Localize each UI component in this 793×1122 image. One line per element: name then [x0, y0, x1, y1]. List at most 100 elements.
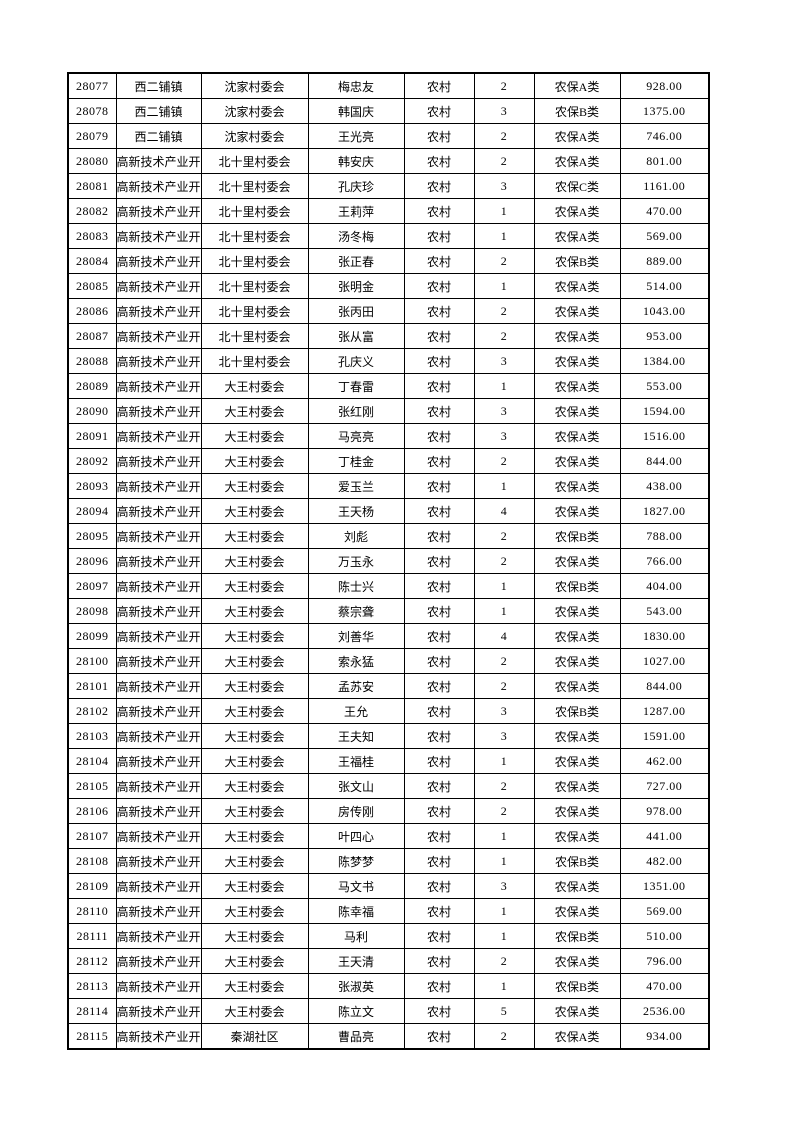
table-cell: 农村: [403, 598, 475, 624]
table-cell: 28109: [67, 873, 117, 899]
table-cell: 766.00: [619, 548, 710, 574]
table-cell: 2: [473, 798, 535, 824]
table-cell: 746.00: [619, 123, 710, 149]
table-cell: 农保A类: [533, 448, 621, 474]
table-cell: 梅忠友: [307, 72, 405, 99]
table-cell: 28111: [67, 923, 117, 949]
table-cell: 农保A类: [533, 323, 621, 349]
table-cell: 刘善华: [307, 623, 405, 649]
table-cell: 3: [473, 98, 535, 124]
table-cell: 大王村委会: [200, 798, 309, 824]
table-cell: 孔庆珍: [307, 173, 405, 199]
table-cell: 1027.00: [619, 648, 710, 674]
table-cell: 高新技术产业开: [115, 1023, 202, 1050]
table-cell: 28081: [67, 173, 117, 199]
table-cell: 2: [473, 72, 535, 99]
table-cell: 大王村委会: [200, 398, 309, 424]
table-row: 28087 高新技术产业开 北十里村委会 张从富 农村 2 农保A类 953.00: [67, 323, 710, 349]
table-cell: 1: [473, 223, 535, 249]
table-cell: 2: [473, 123, 535, 149]
table-cell: 1: [473, 898, 535, 924]
table-cell: 28102: [67, 698, 117, 724]
table-cell: 北十里村委会: [200, 298, 309, 324]
table-row: 28084 高新技术产业开 北十里村委会 张正春 农村 2 农保B类 889.00: [67, 248, 710, 274]
table-cell: 陈士兴: [307, 573, 405, 599]
table-cell: 农保A类: [533, 598, 621, 624]
table-cell: 农保A类: [533, 623, 621, 649]
table-row: 28082 高新技术产业开 北十里村委会 王莉萍 农村 1 农保A类 470.00: [67, 198, 710, 224]
table-cell: 3: [473, 698, 535, 724]
table-cell: 大王村委会: [200, 673, 309, 699]
table-cell: 510.00: [619, 923, 710, 949]
table-cell: 房传刚: [307, 798, 405, 824]
table-cell: 农保B类: [533, 698, 621, 724]
table-cell: 农保A类: [533, 398, 621, 424]
table-cell: 王夫知: [307, 723, 405, 749]
table-cell: 农保B类: [533, 848, 621, 874]
table-cell: 张正春: [307, 248, 405, 274]
table-cell: 孟苏安: [307, 673, 405, 699]
table-cell: 农村: [403, 648, 475, 674]
table-cell: 农村: [403, 98, 475, 124]
table-cell: 28089: [67, 373, 117, 399]
table-cell: 28077: [67, 72, 117, 99]
table-cell: 农村: [403, 423, 475, 449]
table-cell: 农保A类: [533, 373, 621, 399]
table-cell: 高新技术产业开: [115, 648, 202, 674]
table-cell: 28108: [67, 848, 117, 874]
table-cell: 农保A类: [533, 723, 621, 749]
table-cell: 1: [473, 823, 535, 849]
table-cell: 农保B类: [533, 573, 621, 599]
table-cell: 张明金: [307, 273, 405, 299]
table-cell: 农村: [403, 223, 475, 249]
table-cell: 高新技术产业开: [115, 348, 202, 374]
table-cell: 农村: [403, 1023, 475, 1050]
table-cell: 农村: [403, 198, 475, 224]
table-cell: 汤冬梅: [307, 223, 405, 249]
table-cell: 2536.00: [619, 998, 710, 1024]
table-row: 28109 高新技术产业开 大王村委会 马文书 农村 3 农保A类 1351.00: [67, 873, 710, 899]
table-cell: 丁桂金: [307, 448, 405, 474]
table-cell: 28087: [67, 323, 117, 349]
table-cell: 西二铺镇: [115, 123, 202, 149]
table-cell: 大王村委会: [200, 898, 309, 924]
table-cell: 大王村委会: [200, 373, 309, 399]
table-row: 28107 高新技术产业开 大王村委会 叶四心 农村 1 农保A类 441.00: [67, 823, 710, 849]
table-cell: 28086: [67, 298, 117, 324]
table-cell: 大王村委会: [200, 948, 309, 974]
table-cell: 农村: [403, 898, 475, 924]
table-cell: 3: [473, 398, 535, 424]
table-row: 28089 高新技术产业开 大王村委会 丁春雷 农村 1 农保A类 553.00: [67, 373, 710, 399]
table-cell: 农村: [403, 523, 475, 549]
table-cell: 大王村委会: [200, 473, 309, 499]
table-cell: 796.00: [619, 948, 710, 974]
table-cell: 农保A类: [533, 1023, 621, 1050]
table-cell: 大王村委会: [200, 773, 309, 799]
table-cell: 农村: [403, 173, 475, 199]
table-cell: 28115: [67, 1023, 117, 1050]
table-cell: 王天清: [307, 948, 405, 974]
table-cell: 农保A类: [533, 948, 621, 974]
table-cell: 农保A类: [533, 72, 621, 99]
table-cell: 农保A类: [533, 873, 621, 899]
table-cell: 农村: [403, 773, 475, 799]
table-cell: 农村: [403, 673, 475, 699]
table-cell: 高新技术产业开: [115, 323, 202, 349]
table-cell: 农保A类: [533, 673, 621, 699]
table-row: 28093 高新技术产业开 大王村委会 爱玉兰 农村 1 农保A类 438.00: [67, 473, 710, 499]
table-cell: 农村: [403, 973, 475, 999]
table-row: 28100 高新技术产业开 大王村委会 索永猛 农村 2 农保A类 1027.00: [67, 648, 710, 674]
table-cell: 高新技术产业开: [115, 823, 202, 849]
table-cell: 844.00: [619, 448, 710, 474]
table-cell: 叶四心: [307, 823, 405, 849]
table-cell: 农村: [403, 248, 475, 274]
table-cell: 张红刚: [307, 398, 405, 424]
table-cell: 1: [473, 848, 535, 874]
table-cell: 1: [473, 373, 535, 399]
table-cell: 28090: [67, 398, 117, 424]
table-cell: 2: [473, 673, 535, 699]
table-cell: 张丙田: [307, 298, 405, 324]
table-cell: 高新技术产业开: [115, 223, 202, 249]
table-cell: 丁春雷: [307, 373, 405, 399]
table-cell: 张文山: [307, 773, 405, 799]
